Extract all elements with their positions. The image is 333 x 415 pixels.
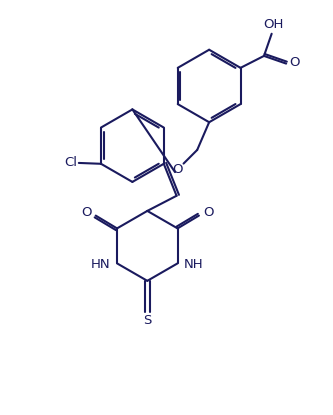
Text: HN: HN [91, 258, 111, 271]
Text: S: S [143, 315, 152, 327]
Text: O: O [172, 163, 183, 176]
Text: OH: OH [264, 18, 284, 31]
Text: O: O [203, 206, 213, 219]
Text: NH: NH [184, 258, 203, 271]
Text: O: O [81, 206, 92, 219]
Text: O: O [289, 56, 300, 69]
Text: Cl: Cl [64, 156, 77, 169]
